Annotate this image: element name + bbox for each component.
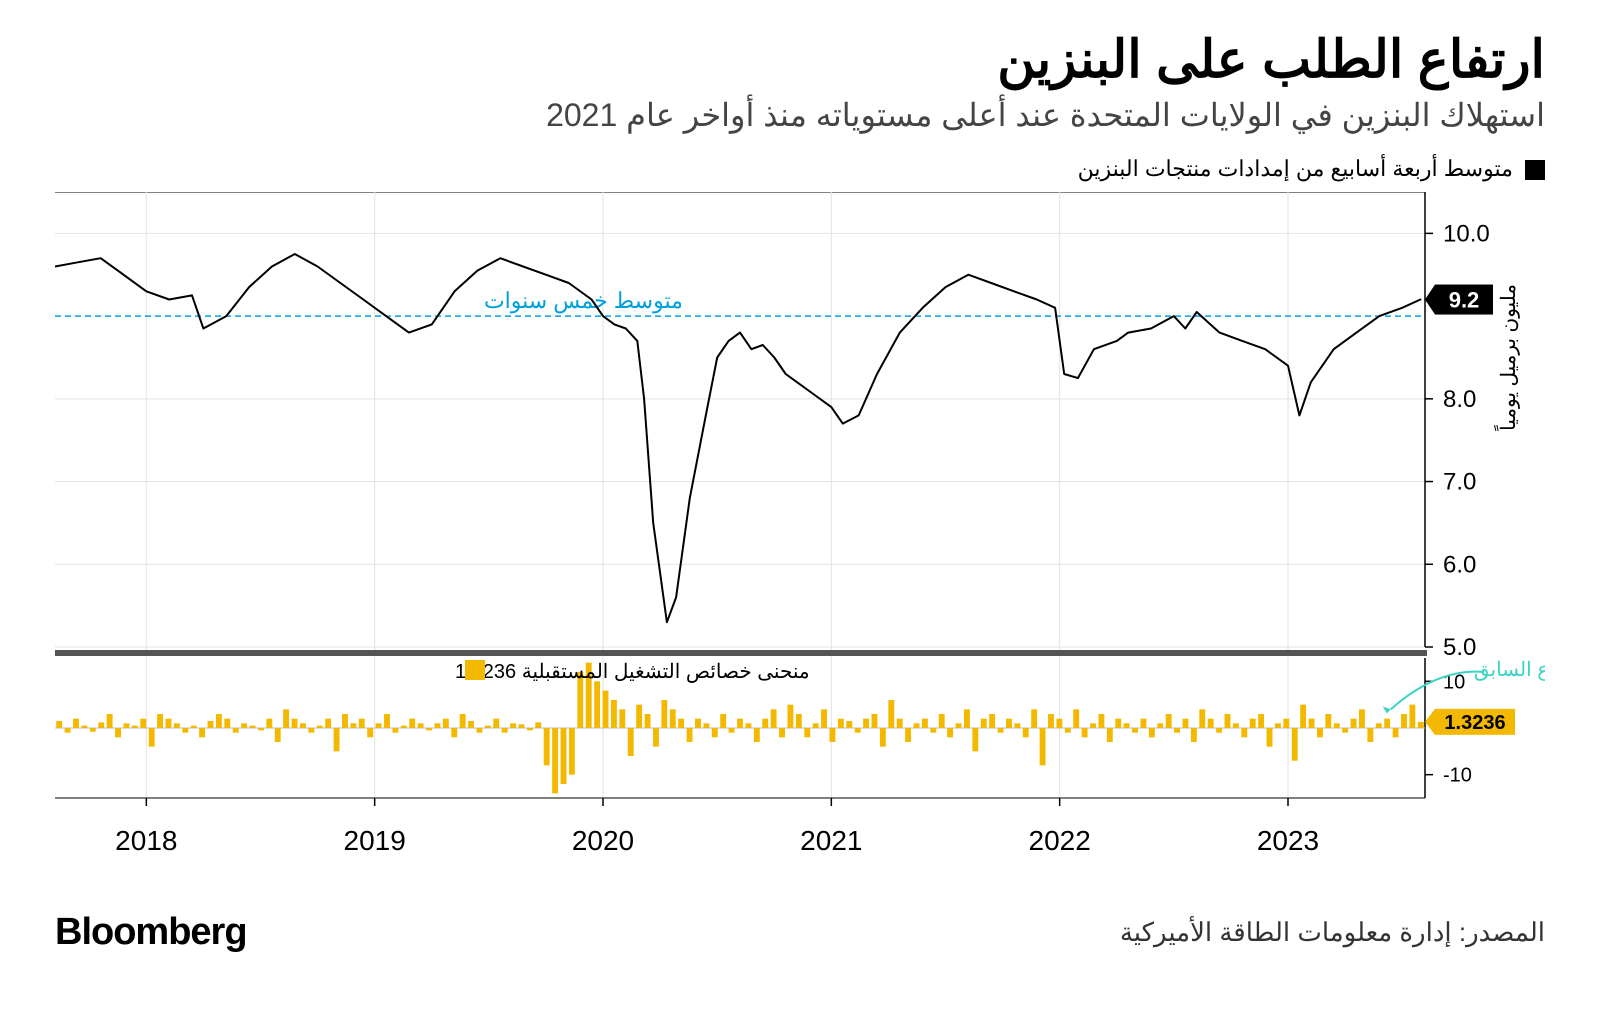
svg-text:10.0: 10.0 (1443, 220, 1490, 247)
source-text: المصدر: إدارة معلومات الطاقة الأميركية (1120, 917, 1545, 948)
svg-text:2022: 2022 (1029, 825, 1091, 856)
svg-text:ارتفاع بنسبة 1.3% مقارنة بالأس: ارتفاع بنسبة 1.3% مقارنة بالأسبوع السابق (1474, 656, 1545, 681)
svg-text:منحنى خصائص التشغيل المستقبلية: منحنى خصائص التشغيل المستقبلية 1.3236 (455, 661, 810, 683)
svg-text:2020: 2020 (572, 825, 634, 856)
svg-text:2019: 2019 (344, 825, 406, 856)
svg-text:متوسط خمس سنوات: متوسط خمس سنوات (484, 288, 683, 314)
legend-swatch-icon (1525, 160, 1545, 180)
combined-chart: متوسط خمس سنوات 5.0 6.0 7.0 8.0 10.0 9.2 مليون … (55, 192, 1545, 872)
svg-text:2018: 2018 (115, 825, 177, 856)
svg-text:2023: 2023 (1257, 825, 1319, 856)
svg-text:9.2: 9.2 (1449, 288, 1480, 313)
svg-text:2021: 2021 (800, 825, 862, 856)
page-title: ارتفاع الطلب على البنزين (55, 30, 1545, 90)
chart-legend: متوسط أربعة أسابيع من إمدادات منتجات الب… (55, 156, 1545, 182)
svg-text:6.0: 6.0 (1443, 551, 1476, 578)
svg-text:1.3236: 1.3236 (1444, 712, 1505, 734)
brand-logo: Bloomberg (55, 911, 247, 954)
svg-text:5.0: 5.0 (1443, 634, 1476, 661)
svg-text:مليون برميل يومياً: مليون برميل يومياً (1494, 284, 1520, 431)
svg-text:8.0: 8.0 (1443, 386, 1476, 413)
svg-text:7.0: 7.0 (1443, 469, 1476, 496)
svg-text:-10: -10 (1443, 765, 1472, 787)
page-subtitle: استهلاك البنزين في الولايات المتحدة عند … (55, 96, 1545, 134)
legend-label: متوسط أربعة أسابيع من إمدادات منتجات الب… (1078, 156, 1513, 181)
